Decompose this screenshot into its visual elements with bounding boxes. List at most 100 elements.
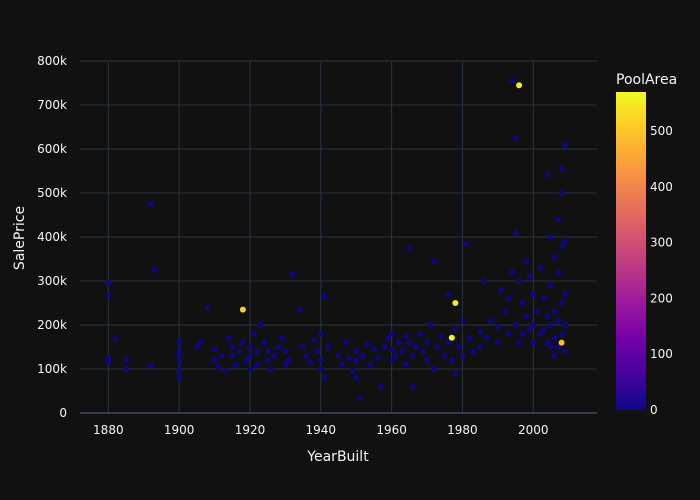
y-tick-label: 600k: [37, 142, 67, 156]
data-point: [533, 308, 540, 315]
y-tick-label: 400k: [37, 230, 67, 244]
data-point: [381, 344, 388, 350]
data-point: [377, 383, 384, 390]
highlighted-data-point: [239, 306, 246, 313]
data-point: [222, 368, 229, 375]
data-point: [448, 357, 455, 364]
data-point: [555, 269, 562, 276]
data-point: [519, 300, 526, 306]
colorbar-tick-label: 0: [650, 403, 658, 417]
data-point: [498, 286, 505, 293]
data-point: [555, 216, 562, 223]
data-point: [505, 295, 512, 302]
y-tick-labels: 0 100k 200k 300k 400k 500k 600k 700k 800k: [37, 54, 67, 420]
data-point: [466, 335, 473, 342]
data-point: [176, 374, 183, 381]
data-point: [441, 352, 448, 359]
data-point: [105, 359, 112, 366]
data-point: [317, 357, 324, 364]
data-point: [455, 344, 462, 350]
data-point: [300, 344, 307, 350]
y-tick-label: 500k: [37, 186, 67, 200]
data-point: [409, 383, 416, 390]
data-point: [360, 352, 367, 359]
data-point: [388, 346, 395, 353]
data-point: [271, 352, 278, 359]
data-point: [477, 344, 484, 350]
data-point: [406, 339, 413, 346]
data-point: [289, 271, 296, 278]
x-tick-label: 1980: [447, 423, 478, 437]
data-point: [321, 293, 328, 300]
data-point: [512, 229, 519, 236]
data-point: [523, 258, 530, 265]
data-point: [547, 234, 554, 240]
data-point: [254, 361, 261, 368]
data-point: [462, 240, 469, 247]
data-point: [523, 313, 530, 320]
data-point: [406, 245, 413, 251]
data-point: [197, 339, 204, 346]
data-point: [459, 352, 466, 359]
data-point: [317, 330, 324, 337]
data-point: [519, 330, 526, 337]
y-axis-label: SalePrice: [12, 206, 28, 270]
colorbar-title: PoolArea: [616, 72, 677, 88]
data-point: [562, 291, 569, 298]
data-point: [261, 339, 268, 346]
colorbar-tick-label: 300: [650, 236, 673, 250]
x-tick-labels: 1880 1900 1920 1940 1960 1980 2000: [93, 423, 548, 437]
data-point: [530, 339, 537, 346]
data-point: [562, 322, 569, 328]
data-point: [558, 190, 565, 196]
data-point: [551, 308, 558, 315]
data-point: [434, 344, 441, 350]
data-point: [264, 357, 271, 364]
data-point: [374, 355, 381, 361]
data-point: [477, 328, 484, 335]
data-point: [215, 363, 222, 370]
x-tick-label: 1880: [93, 423, 124, 437]
data-point: [250, 330, 257, 337]
data-point: [544, 339, 551, 346]
data-point: [516, 339, 523, 346]
highlighted-data-point: [452, 300, 459, 306]
colorbar: [616, 92, 646, 410]
data-point: [459, 317, 466, 324]
data-point: [438, 333, 445, 339]
x-tick-label: 1940: [306, 423, 337, 437]
data-point: [123, 366, 130, 372]
data-point: [484, 335, 491, 342]
data-point: [516, 278, 523, 284]
data-point: [530, 291, 537, 298]
data-point: [420, 348, 427, 355]
data-point: [385, 335, 392, 342]
data-point: [551, 335, 558, 342]
data-point: [562, 141, 569, 148]
data-point: [363, 341, 370, 348]
data-point: [388, 357, 395, 364]
data-point: [314, 348, 321, 355]
data-point: [551, 352, 558, 359]
y-tick-label: 200k: [37, 318, 67, 332]
y-tick-label: 700k: [37, 98, 67, 112]
data-point: [243, 357, 250, 364]
x-tick-label: 1920: [235, 423, 266, 437]
data-point: [236, 348, 243, 355]
data-point: [246, 366, 253, 372]
x-axis-label: YearBuilt: [306, 449, 369, 465]
data-point: [452, 326, 459, 333]
data-point: [296, 306, 303, 313]
data-point: [346, 355, 353, 361]
data-point: [176, 368, 183, 375]
data-point: [353, 357, 360, 364]
data-point: [487, 317, 494, 324]
data-point: [176, 348, 183, 355]
data-point: [303, 352, 310, 359]
highlighted-data-point: [558, 339, 565, 346]
data-points: [105, 77, 569, 401]
data-point: [388, 330, 395, 337]
data-point: [211, 357, 218, 364]
colorbar-tick-label: 200: [650, 291, 673, 305]
